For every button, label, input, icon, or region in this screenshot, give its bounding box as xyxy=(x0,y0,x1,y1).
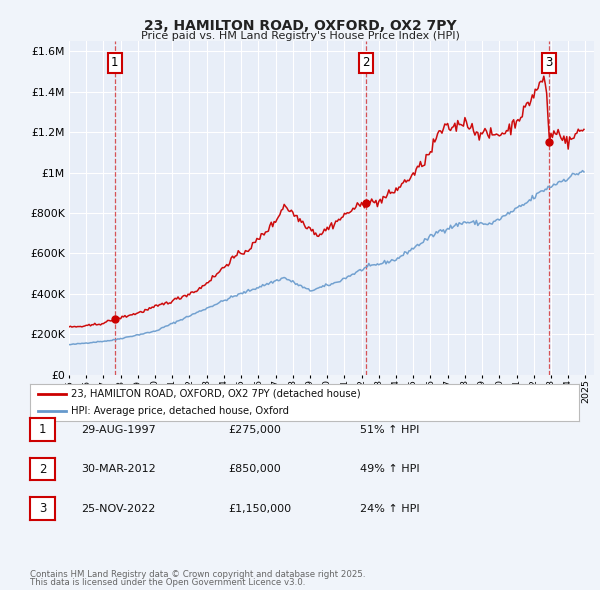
Text: £850,000: £850,000 xyxy=(228,464,281,474)
Text: 30-MAR-2012: 30-MAR-2012 xyxy=(81,464,156,474)
Text: 2: 2 xyxy=(362,57,370,70)
Text: 1: 1 xyxy=(39,423,46,436)
Text: 3: 3 xyxy=(545,57,553,70)
Text: This data is licensed under the Open Government Licence v3.0.: This data is licensed under the Open Gov… xyxy=(30,578,305,587)
Text: 23, HAMILTON ROAD, OXFORD, OX2 7PY: 23, HAMILTON ROAD, OXFORD, OX2 7PY xyxy=(143,19,457,33)
Text: £275,000: £275,000 xyxy=(228,425,281,434)
Text: HPI: Average price, detached house, Oxford: HPI: Average price, detached house, Oxfo… xyxy=(71,407,289,417)
Text: 3: 3 xyxy=(39,502,46,515)
Text: 1: 1 xyxy=(111,57,119,70)
Text: 49% ↑ HPI: 49% ↑ HPI xyxy=(360,464,419,474)
Text: 24% ↑ HPI: 24% ↑ HPI xyxy=(360,504,419,513)
Text: 2: 2 xyxy=(39,463,46,476)
Text: 51% ↑ HPI: 51% ↑ HPI xyxy=(360,425,419,434)
Text: £1,150,000: £1,150,000 xyxy=(228,504,291,513)
Text: Price paid vs. HM Land Registry's House Price Index (HPI): Price paid vs. HM Land Registry's House … xyxy=(140,31,460,41)
Text: Contains HM Land Registry data © Crown copyright and database right 2025.: Contains HM Land Registry data © Crown c… xyxy=(30,570,365,579)
Text: 29-AUG-1997: 29-AUG-1997 xyxy=(81,425,156,434)
Text: 23, HAMILTON ROAD, OXFORD, OX2 7PY (detached house): 23, HAMILTON ROAD, OXFORD, OX2 7PY (deta… xyxy=(71,389,361,399)
Text: 25-NOV-2022: 25-NOV-2022 xyxy=(81,504,155,513)
